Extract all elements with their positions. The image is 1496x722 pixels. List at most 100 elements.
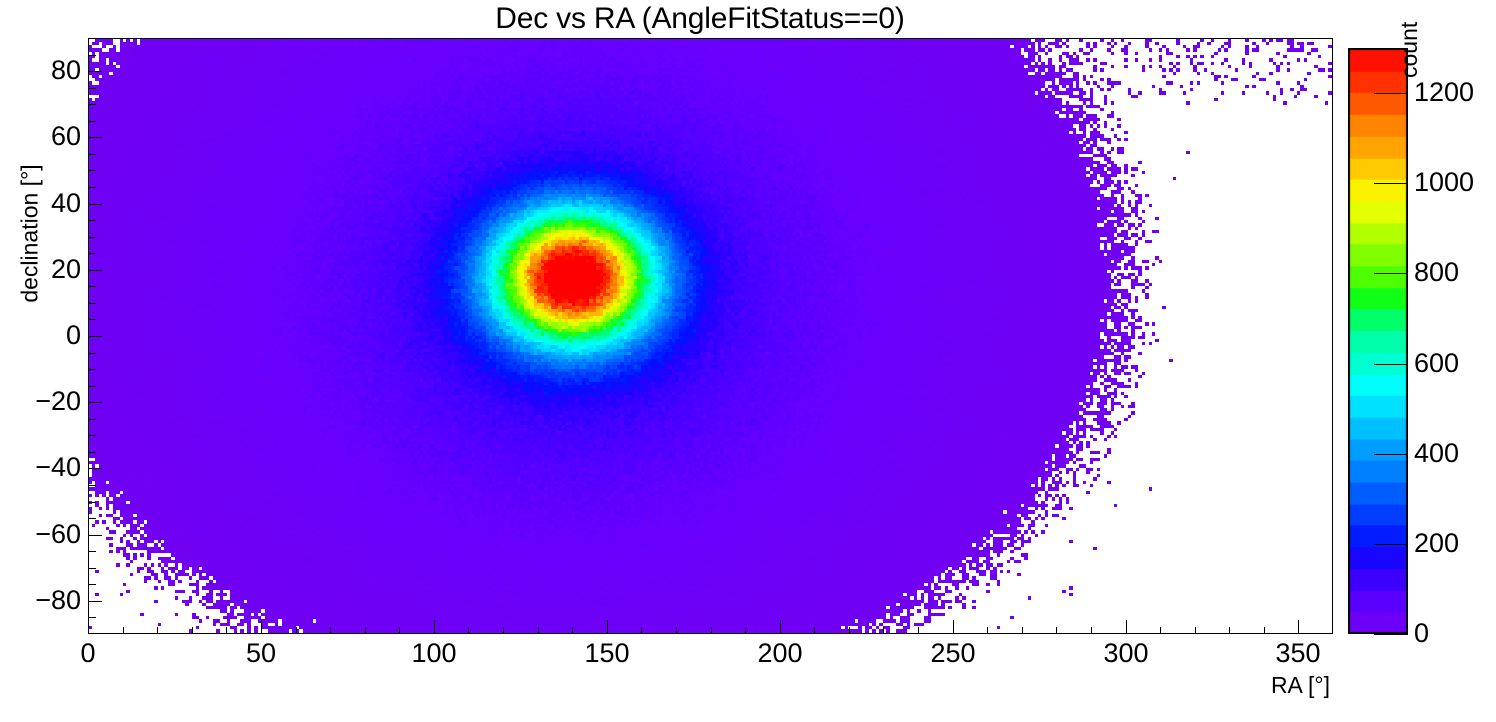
x-axis-tick	[88, 620, 89, 634]
x-axis-minor-tick	[1195, 627, 1196, 634]
y-axis-tick	[88, 402, 102, 403]
x-axis-minor-tick	[1091, 627, 1092, 634]
x-axis-minor-tick	[1229, 627, 1230, 634]
y-axis-tick	[88, 270, 102, 271]
x-axis-minor-tick	[538, 627, 539, 634]
x-axis-minor-tick	[330, 627, 331, 634]
x-axis-minor-tick	[399, 627, 400, 634]
y-axis-minor-tick	[88, 253, 96, 254]
y-axis-tick	[88, 535, 102, 536]
x-axis-minor-tick	[365, 627, 366, 634]
y-axis-minor-tick	[88, 617, 96, 618]
y-axis-minor-tick	[88, 303, 96, 304]
x-axis-minor-tick	[1264, 627, 1265, 634]
color-bar-gradient	[1348, 48, 1408, 634]
x-axis-minor-tick	[987, 627, 988, 634]
color-bar-tick	[1374, 364, 1408, 365]
x-axis-minor-tick	[745, 627, 746, 634]
y-axis-minor-tick	[88, 568, 96, 569]
x-axis-minor-tick	[123, 627, 124, 634]
y-axis-tick	[88, 71, 102, 72]
x-axis-minor-tick	[503, 627, 504, 634]
y-axis-minor-tick	[88, 584, 96, 585]
y-axis-tick	[88, 336, 102, 337]
x-axis-tick	[780, 620, 781, 634]
x-axis-tick	[261, 620, 262, 634]
x-axis-tick-label: 100	[411, 638, 457, 668]
color-bar-tick	[1374, 634, 1408, 635]
y-axis-minor-tick	[88, 518, 96, 519]
plot-frame	[88, 38, 1333, 634]
y-axis-tick-label: −80	[35, 585, 81, 615]
color-bar-tick-label: 400	[1414, 438, 1460, 468]
x-axis-tick	[953, 620, 954, 634]
x-axis-tick-label: 150	[584, 638, 630, 668]
page-title: Dec vs RA (AngleFitStatus==0)	[495, 2, 905, 35]
y-axis-minor-tick	[88, 551, 96, 552]
y-axis-tick	[88, 137, 102, 138]
color-bar-tick	[1374, 273, 1408, 274]
x-axis-tick-label: 250	[930, 638, 976, 668]
x-axis-minor-tick	[641, 627, 642, 634]
color-bar-title: count	[1396, 21, 1422, 78]
y-axis-minor-tick	[88, 452, 96, 453]
x-axis-minor-tick	[572, 627, 573, 634]
x-axis-tick-label: 200	[757, 638, 803, 668]
x-axis-minor-tick	[468, 627, 469, 634]
y-axis-minor-tick	[88, 237, 96, 238]
color-bar-tick	[1374, 93, 1408, 94]
y-axis-minor-tick	[88, 435, 96, 436]
x-axis-minor-tick	[192, 627, 193, 634]
y-axis-tick-label: 60	[50, 121, 81, 151]
y-axis-tick-label: 40	[50, 188, 81, 218]
y-axis-minor-tick	[88, 319, 96, 320]
y-axis-tick-label: −40	[35, 452, 81, 482]
y-axis-minor-tick	[88, 55, 96, 56]
y-axis-title: declination [°]	[16, 164, 43, 303]
y-axis-tick-label: −60	[35, 519, 81, 549]
x-axis-minor-tick	[711, 627, 712, 634]
x-axis-minor-tick	[1056, 627, 1057, 634]
y-axis-minor-tick	[88, 187, 96, 188]
x-axis-tick-label: 350	[1275, 638, 1321, 668]
x-axis-tick	[434, 620, 435, 634]
y-axis-minor-tick	[88, 419, 96, 420]
y-axis-minor-tick	[88, 88, 96, 89]
histogram-canvas	[89, 39, 1332, 633]
color-bar	[1348, 48, 1408, 634]
x-axis-minor-tick	[1160, 627, 1161, 634]
x-axis-tick-label: 0	[80, 638, 96, 668]
color-bar-tick	[1374, 544, 1408, 545]
x-axis-minor-tick	[296, 627, 297, 634]
color-bar-tick-label: 200	[1414, 528, 1460, 558]
y-axis-tick-label: −20	[35, 386, 81, 416]
color-bar-tick-label: 1000	[1414, 167, 1475, 197]
y-axis-minor-tick	[88, 170, 96, 171]
x-axis-minor-tick	[883, 627, 884, 634]
y-axis-minor-tick	[88, 154, 96, 155]
x-axis-tick-label: 300	[1103, 638, 1149, 668]
x-axis-minor-tick	[226, 627, 227, 634]
x-axis-tick	[607, 620, 608, 634]
y-axis-tick	[88, 601, 102, 602]
y-axis-minor-tick	[88, 353, 96, 354]
x-axis-minor-tick	[1022, 627, 1023, 634]
y-axis-minor-tick	[88, 502, 96, 503]
y-axis-minor-tick	[88, 485, 96, 486]
x-axis-minor-tick	[814, 627, 815, 634]
color-bar-tick-label: 800	[1414, 257, 1460, 287]
y-axis-minor-tick	[88, 121, 96, 122]
y-axis-tick-label: 0	[65, 320, 81, 350]
y-axis-minor-tick	[88, 369, 96, 370]
x-axis-title: RA [°]	[1270, 672, 1330, 698]
x-axis-minor-tick	[676, 627, 677, 634]
y-axis-tick	[88, 204, 102, 205]
y-axis-tick	[88, 468, 102, 469]
x-axis-minor-tick	[918, 627, 919, 634]
color-bar-tick	[1374, 454, 1408, 455]
x-axis-tick	[1126, 620, 1127, 634]
x-axis-tick	[1298, 620, 1299, 634]
color-bar-tick-label: 1200	[1414, 77, 1475, 107]
color-bar-tick-label: 600	[1414, 348, 1460, 378]
